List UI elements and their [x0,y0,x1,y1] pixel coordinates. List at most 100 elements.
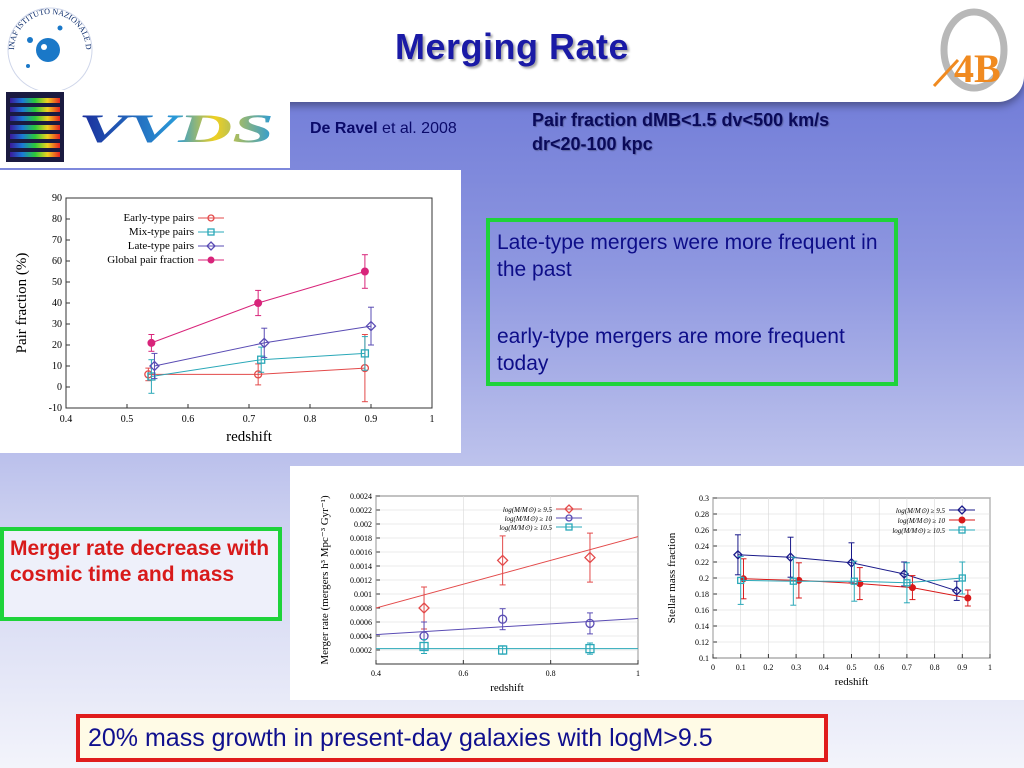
pair-note-line-2: dr<20-100 kpc [532,134,653,154]
data-point [149,360,160,372]
x-tick-label: 0 [711,663,715,672]
legend-marker [564,504,574,514]
y-tick-label: 0.0018 [350,534,372,543]
findings-box [486,218,898,386]
pair-fraction-note: Pair fraction dMB<1.5 dv<500 km/s dr<20-… [532,108,952,156]
series-2 [376,639,638,655]
legend-entry: Global pair fraction [107,254,194,266]
x-tick-label: 0.5 [847,663,857,672]
x-tick-label: 0.9 [365,414,378,425]
data-point [958,574,966,582]
series-2 [149,306,377,380]
x-tick-label: 0.5 [121,414,134,425]
data-point [419,641,429,652]
data-point [147,338,156,347]
legend-marker [957,505,967,515]
data-point [257,355,266,364]
x-axis-label: redshift [835,676,869,688]
legend-entry: log(M/M⊙) ≥ 9.5 [896,507,946,515]
y-tick-label: 0.0012 [350,576,372,585]
x-tick-label: 0.6 [182,414,195,425]
reference: De Ravel et al. 2008 [310,120,457,138]
legend-marker [958,516,966,524]
data-point [496,554,509,567]
data-point [584,551,596,564]
findings-text: Late-type mergers were more frequent in … [497,229,887,417]
legend-entry: Early-type pairs [123,212,194,224]
series-2 [737,555,966,606]
pair-fraction-panel [0,170,461,453]
x-axis-label: redshift [490,682,524,694]
x-tick-label: 0.4 [60,414,73,425]
y-tick-label: 0.002 [354,520,372,529]
data-point [903,579,911,587]
legend-marker [207,214,215,222]
y-tick-label: 70 [52,235,62,246]
x-tick-label: 0.3 [791,663,801,672]
x-tick-label: 0.4 [819,663,829,672]
legend-entry: log(M/M⊙) ≥ 10 [898,517,946,525]
y-tick-label: 0.0014 [350,562,372,571]
legend-entry: Mix-type pairs [129,226,194,238]
data-point [254,299,263,307]
y-tick-label: 0.0016 [350,548,372,557]
y-tick-label: 0 [57,382,62,393]
data-point [497,645,508,655]
y-tick-label: 0.22 [695,558,709,567]
y-tick-label: 0.2 [699,574,709,583]
series-line [737,554,957,592]
y-tick-label: 0.12 [695,638,709,647]
page-title: Merging Rate [394,26,630,67]
x-tick-label: 0.7 [243,414,256,425]
data-point [418,602,430,614]
y-tick-label: 0.0008 [350,604,372,613]
fit-line [375,618,639,636]
y-axis-label: Merger rate (mergers h³ Mpc⁻³ Gyr⁻¹) [319,495,331,665]
y-tick-label: 80 [52,214,62,225]
data-point [360,267,369,276]
x-tick-label: 0.8 [304,414,317,425]
y-axis-label: Stellar mass fraction [666,532,678,623]
data-point [785,552,796,563]
series-1 [375,608,639,651]
y-tick-label: 60 [52,256,62,267]
data-point [258,337,270,349]
data-point [733,549,743,560]
y-tick-label: 0.24 [695,542,709,551]
data-point [253,370,263,379]
y-tick-label: 10 [52,361,62,372]
x-tick-label: 0.8 [930,663,940,672]
legend-marker [958,526,966,534]
legend-entry: Late-type pairs [128,240,194,252]
a4b-logo: 4B [932,8,1008,92]
x-tick-label: 0.1 [736,663,746,672]
y-tick-label: 0.14 [695,622,709,631]
data-point [497,614,508,624]
reference-author: De Ravel [310,120,378,137]
data-point [850,577,858,585]
y-tick-label: 0.28 [695,510,709,519]
legend-marker [207,256,215,264]
legend-entry: log(M/M⊙) ≥ 10.5 [499,524,552,532]
data-point [365,320,377,332]
series-0 [733,534,962,601]
data-point [964,594,972,602]
vvds-logo: VVDS [78,108,274,148]
x-tick-label: 0.2 [763,663,773,672]
stellar-mass-fraction-chart: 0.1 0.12 0.14 0.16 0.18 0.2 0.22 0.24 0.26 0.28 0.… [666,494,992,688]
data-point [585,618,595,629]
legend-entry: log(M/M⊙) ≥ 10.5 [892,527,945,535]
a4b-logo-text: 4B [954,46,1001,91]
x-tick-label: 0.7 [902,663,912,672]
fit-line [375,536,639,609]
y-tick-label: 0.0022 [350,506,372,515]
x-tick-label: 0.4 [371,669,381,678]
x-tick-label: 0.8 [546,669,556,678]
x-tick-label: 0.6 [458,669,468,678]
y-tick-label: 0.18 [695,590,709,599]
y-tick-label: 0.3 [699,494,709,503]
y-tick-label: 0.1 [699,654,709,663]
finding-late-type: Late-type mergers were more frequent in … [497,231,878,281]
series-1 [739,558,972,607]
reference-suffix: et al. 2008 [382,120,457,137]
